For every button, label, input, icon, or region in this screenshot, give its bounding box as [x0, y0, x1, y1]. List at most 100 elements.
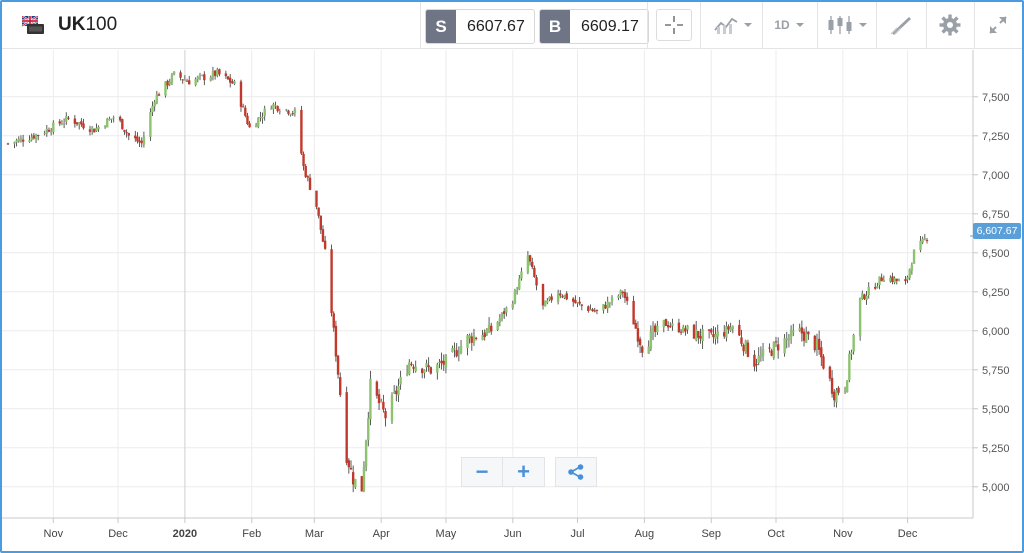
candle-body	[213, 70, 217, 76]
candle-body	[203, 74, 206, 81]
candle-body	[60, 124, 64, 126]
candle-body	[483, 332, 486, 337]
candle-body	[634, 322, 637, 329]
fullscreen-button[interactable]	[976, 2, 1020, 48]
candle-body	[106, 118, 109, 128]
candle-body	[384, 411, 387, 419]
zoom-in-button[interactable]: +	[503, 457, 545, 487]
candle-body	[621, 291, 625, 294]
candle-body	[392, 391, 396, 393]
toolbar-separator	[700, 2, 701, 48]
candle-body	[88, 129, 92, 132]
candle-body	[556, 293, 560, 302]
indicators-icon	[714, 17, 738, 34]
candle-body	[200, 75, 204, 77]
indicators-button[interactable]	[707, 2, 759, 48]
candle-body	[725, 326, 728, 338]
candle-body	[438, 362, 441, 364]
candle-body	[789, 329, 793, 338]
candle-body	[300, 109, 303, 154]
candle-body	[576, 302, 579, 304]
candle-body	[108, 118, 111, 121]
candle-body	[185, 80, 189, 82]
candle-body	[490, 325, 493, 332]
candle-body	[423, 370, 426, 373]
candle-body	[602, 304, 605, 311]
candle-body	[226, 76, 230, 80]
candle-body	[546, 300, 549, 303]
price-chart[interactable]: 5,000 5,250 5,500 5,750 6,000 6,250 6,500 6,750…	[2, 48, 1022, 551]
candle-body	[686, 325, 689, 330]
candle-body	[656, 325, 659, 333]
candle-body	[768, 347, 771, 349]
x-tick-label: May	[436, 528, 457, 540]
candle-body	[62, 122, 66, 124]
candle-body	[535, 277, 538, 286]
candle-body	[649, 331, 653, 350]
candle-body	[861, 293, 864, 299]
candle-body	[835, 390, 838, 403]
candle-body	[800, 327, 804, 334]
candle-body	[548, 296, 551, 300]
share-button[interactable]	[555, 457, 597, 487]
candle-body	[93, 128, 96, 133]
candle-body	[820, 347, 823, 358]
candle-body	[224, 73, 228, 77]
candle-body	[166, 80, 169, 86]
candle-body	[572, 298, 575, 302]
zoom-out-button[interactable]: −	[461, 457, 503, 487]
candle-body	[157, 94, 161, 96]
candle-body	[246, 115, 249, 124]
candle-body	[753, 354, 756, 367]
candle-body	[699, 335, 702, 339]
chart-type-dropdown[interactable]	[822, 2, 872, 48]
candle-body	[804, 333, 808, 343]
candle-body	[867, 286, 870, 296]
candle-body	[759, 355, 763, 358]
buy-button[interactable]: B 6609.17	[539, 9, 649, 44]
candle-body	[451, 347, 454, 353]
x-tick-label: Sep	[701, 528, 721, 540]
x-tick-label: Dec	[108, 528, 128, 540]
candle-body	[37, 135, 40, 137]
candle-body	[149, 112, 152, 137]
candle-body	[848, 353, 851, 381]
candle-body	[181, 79, 184, 81]
drawing-tools-button[interactable]	[878, 2, 924, 48]
share-controls	[555, 457, 597, 487]
candle-body	[377, 394, 381, 404]
candle-body	[52, 122, 55, 133]
candle-body	[397, 385, 400, 396]
candle-body	[188, 80, 191, 85]
candle-body	[606, 301, 609, 309]
toolbar-separator	[762, 2, 763, 48]
crosshair-button[interactable]	[656, 2, 692, 48]
candle-body	[707, 329, 711, 331]
candle-body	[140, 140, 143, 144]
candle-body	[802, 331, 806, 341]
sell-button[interactable]: S 6607.67	[425, 9, 535, 44]
timeframe-dropdown[interactable]: 1D	[765, 2, 813, 48]
candle-body	[263, 108, 266, 116]
candle-body	[103, 126, 107, 128]
candle-body	[261, 116, 264, 119]
symbol-header[interactable]: UK100	[21, 12, 117, 38]
candle-body	[47, 129, 51, 132]
x-tick-label: Feb	[242, 528, 261, 540]
x-tick-label: Nov	[833, 528, 853, 540]
candle-body	[876, 286, 879, 288]
candle-body	[211, 70, 215, 77]
toolbar-separator	[420, 2, 421, 48]
candle-body	[664, 319, 668, 326]
candle-body	[487, 324, 491, 333]
candle-body	[429, 367, 433, 374]
candle-body	[468, 335, 471, 339]
settings-button[interactable]	[928, 2, 972, 48]
candle-body	[578, 301, 581, 304]
candle-body	[317, 207, 320, 216]
candle-body	[136, 136, 139, 142]
y-tick-label: 5,250	[982, 443, 1010, 455]
zoom-controls: − +	[461, 457, 545, 487]
candle-body	[351, 472, 355, 485]
candle-body	[772, 342, 776, 358]
